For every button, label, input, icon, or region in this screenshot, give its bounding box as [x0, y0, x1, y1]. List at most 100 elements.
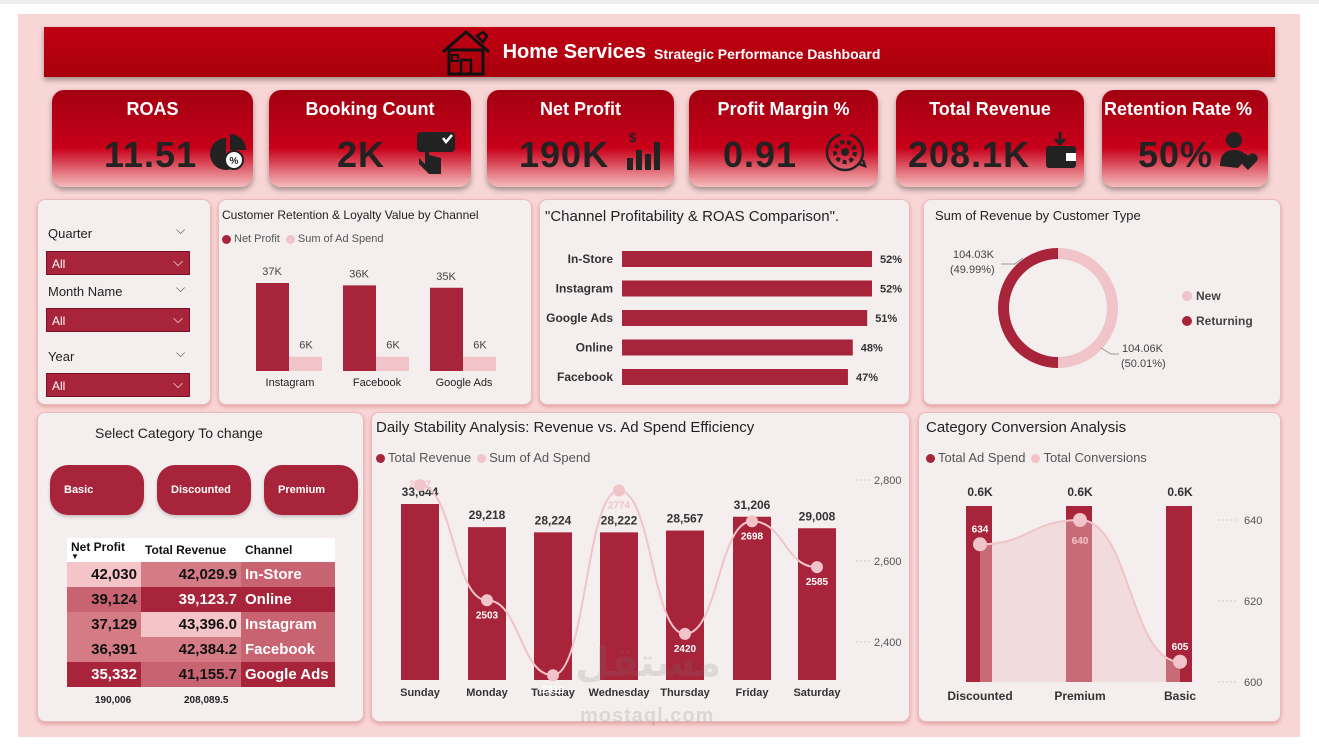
data-label: 6K [386, 340, 400, 352]
chevron-down-icon[interactable]: ⌵ [176, 346, 186, 360]
ad-spend-point [481, 594, 493, 607]
column-header-channel[interactable]: Channel [241, 538, 335, 562]
table-row[interactable]: 36,391 42,384.2 Facebook [67, 637, 335, 662]
bar-total-revenue [401, 504, 439, 680]
ad-spend-label: 2420 [674, 644, 697, 655]
column-header-net-profit[interactable]: Net Profit ▼ [67, 538, 141, 562]
legend-item[interactable]: Net Profit [222, 233, 280, 245]
y2-tick-label: 600 [1244, 677, 1262, 689]
data-label: 0.6K [1167, 485, 1193, 499]
y-tick-label: Google Ads [546, 311, 613, 325]
retention-chart-legend: Net Profit Sum of Ad Spend [222, 233, 383, 245]
gear-cycle-icon [825, 132, 867, 172]
x-tick-label: Monday [466, 687, 508, 699]
conversion-chart-title: Category Conversion Analysis [926, 419, 1127, 436]
legend-item[interactable]: Total Revenue [376, 450, 471, 465]
y2-tick-label: 2,600 [874, 556, 902, 568]
ad-spend-label: 2318 [542, 685, 565, 696]
kpi-label: Retention Rate % [1104, 99, 1253, 119]
legend-marker [1182, 291, 1192, 301]
y2-tick-label: 2,800 [874, 475, 902, 487]
column-header-total-revenue[interactable]: Total Revenue [141, 538, 241, 562]
data-label: 28,222 [601, 513, 638, 527]
data-label: 6K [299, 340, 313, 352]
ad-spend-point [811, 561, 823, 574]
kpi-card-profit-margin: Profit Margin % 0.91 [689, 90, 878, 187]
table-row[interactable]: 37,129 43,396.0 Instagram [67, 612, 335, 637]
svg-text:$: $ [629, 130, 637, 145]
legend-label: Sum of Ad Spend [489, 450, 591, 465]
bar-total-revenue [798, 528, 836, 680]
bar-ad-spend [463, 356, 496, 371]
kpi-label: Booking Count [305, 99, 435, 119]
svg-text:%: % [230, 156, 239, 167]
premium-button[interactable]: Premium [264, 465, 358, 515]
data-label: 0.6K [1067, 485, 1093, 499]
x-tick-label: Instagram [266, 377, 315, 389]
table-row[interactable]: 35,332 41,155.7 Google Ads [67, 662, 335, 687]
data-label: 0.6K [967, 485, 993, 499]
chevron-down-icon[interactable]: ⌵ [176, 281, 186, 295]
y-tick-label: Online [576, 341, 614, 355]
conversions-label: 634 [972, 524, 989, 535]
ad-spend-point [547, 669, 559, 682]
kpi-card-net-profit: Net Profit 190K $ [487, 90, 674, 187]
ad-spend-point [679, 627, 691, 640]
leader-line [1100, 347, 1119, 355]
table-total-revenue: 208,089.5 [184, 695, 229, 706]
basic-button[interactable]: Basic [50, 465, 144, 515]
legend-item[interactable]: Total Conversions [1031, 450, 1147, 465]
kpi-value: 50% [1138, 134, 1214, 175]
chevron-down-icon: ⌵ [173, 311, 183, 326]
x-tick-label: Friday [735, 687, 769, 699]
conversions-area [980, 520, 1180, 682]
y2-tick-label: 640 [1244, 515, 1262, 527]
x-tick-label: Premium [1054, 689, 1105, 703]
table-row[interactable]: 39,124 39,123.7 Online [67, 587, 335, 612]
data-label: 31,206 [734, 498, 771, 512]
y-tick-label: Facebook [557, 370, 613, 384]
data-label: 36K [349, 268, 369, 280]
discounted-button[interactable]: Discounted [157, 465, 251, 515]
kpi-value: 190K [519, 134, 610, 175]
cell-total-revenue: 43,396.0 [141, 612, 241, 637]
legend-label: Returning [1196, 314, 1253, 328]
kpi-value: 208.1K [908, 134, 1031, 175]
ad-spend-point [613, 484, 625, 497]
legend-item[interactable]: Total Ad Spend [926, 450, 1025, 465]
conversions-label: 640 [1072, 536, 1089, 547]
x-tick-label: Wednesday [589, 687, 651, 699]
kpi-value: 11.51 [104, 134, 198, 175]
month-dropdown-value: All [52, 314, 66, 328]
cell-channel: Google Ads [241, 662, 335, 687]
chevron-down-icon[interactable]: ⌵ [176, 223, 186, 237]
kpi-label: Net Profit [540, 99, 621, 119]
donut-slice-returning [998, 248, 1059, 368]
bar-total-ad-spend [1166, 506, 1192, 682]
legend-label: Net Profit [234, 233, 280, 245]
ad-spend-label: 2585 [806, 577, 829, 588]
legend-marker [1182, 316, 1192, 326]
ad-spend-label: 2774 [608, 501, 631, 512]
roas-chart-title: "Channel Profitability & ROAS Comparison… [545, 208, 840, 225]
data-label: 6K [473, 340, 487, 352]
quarter-dropdown[interactable]: All ⌵ [46, 251, 190, 275]
legend-item[interactable]: Sum of Ad Spend [477, 450, 590, 465]
year-dropdown[interactable]: All ⌵ [46, 373, 190, 397]
legend-item[interactable]: Sum of Ad Spend [285, 233, 383, 245]
bar-ad-spend [289, 356, 322, 371]
data-label: 35K [436, 271, 456, 283]
donut-chart: 104.03K (49.99%) 104.06K (50.01%) New Returni… [950, 248, 1253, 370]
hand-tap-icon [417, 132, 455, 174]
data-label: 28,224 [535, 513, 572, 527]
sort-desc-icon: ▼ [71, 552, 79, 561]
ad-spend-label: 2787 [409, 479, 432, 490]
conversion-chart-legend: Total Ad Spend Total Conversions [926, 450, 1147, 465]
table-row[interactable]: 42,030 42,029.9 In-Store [67, 562, 335, 587]
bar-roas [622, 369, 848, 385]
month-dropdown[interactable]: All ⌵ [46, 308, 190, 332]
chevron-down-icon: ⌵ [173, 376, 183, 391]
conversions-label: 605 [1172, 642, 1189, 653]
chevron-down-icon: ⌵ [173, 254, 183, 269]
month-slicer-label: Month Name [48, 284, 123, 299]
